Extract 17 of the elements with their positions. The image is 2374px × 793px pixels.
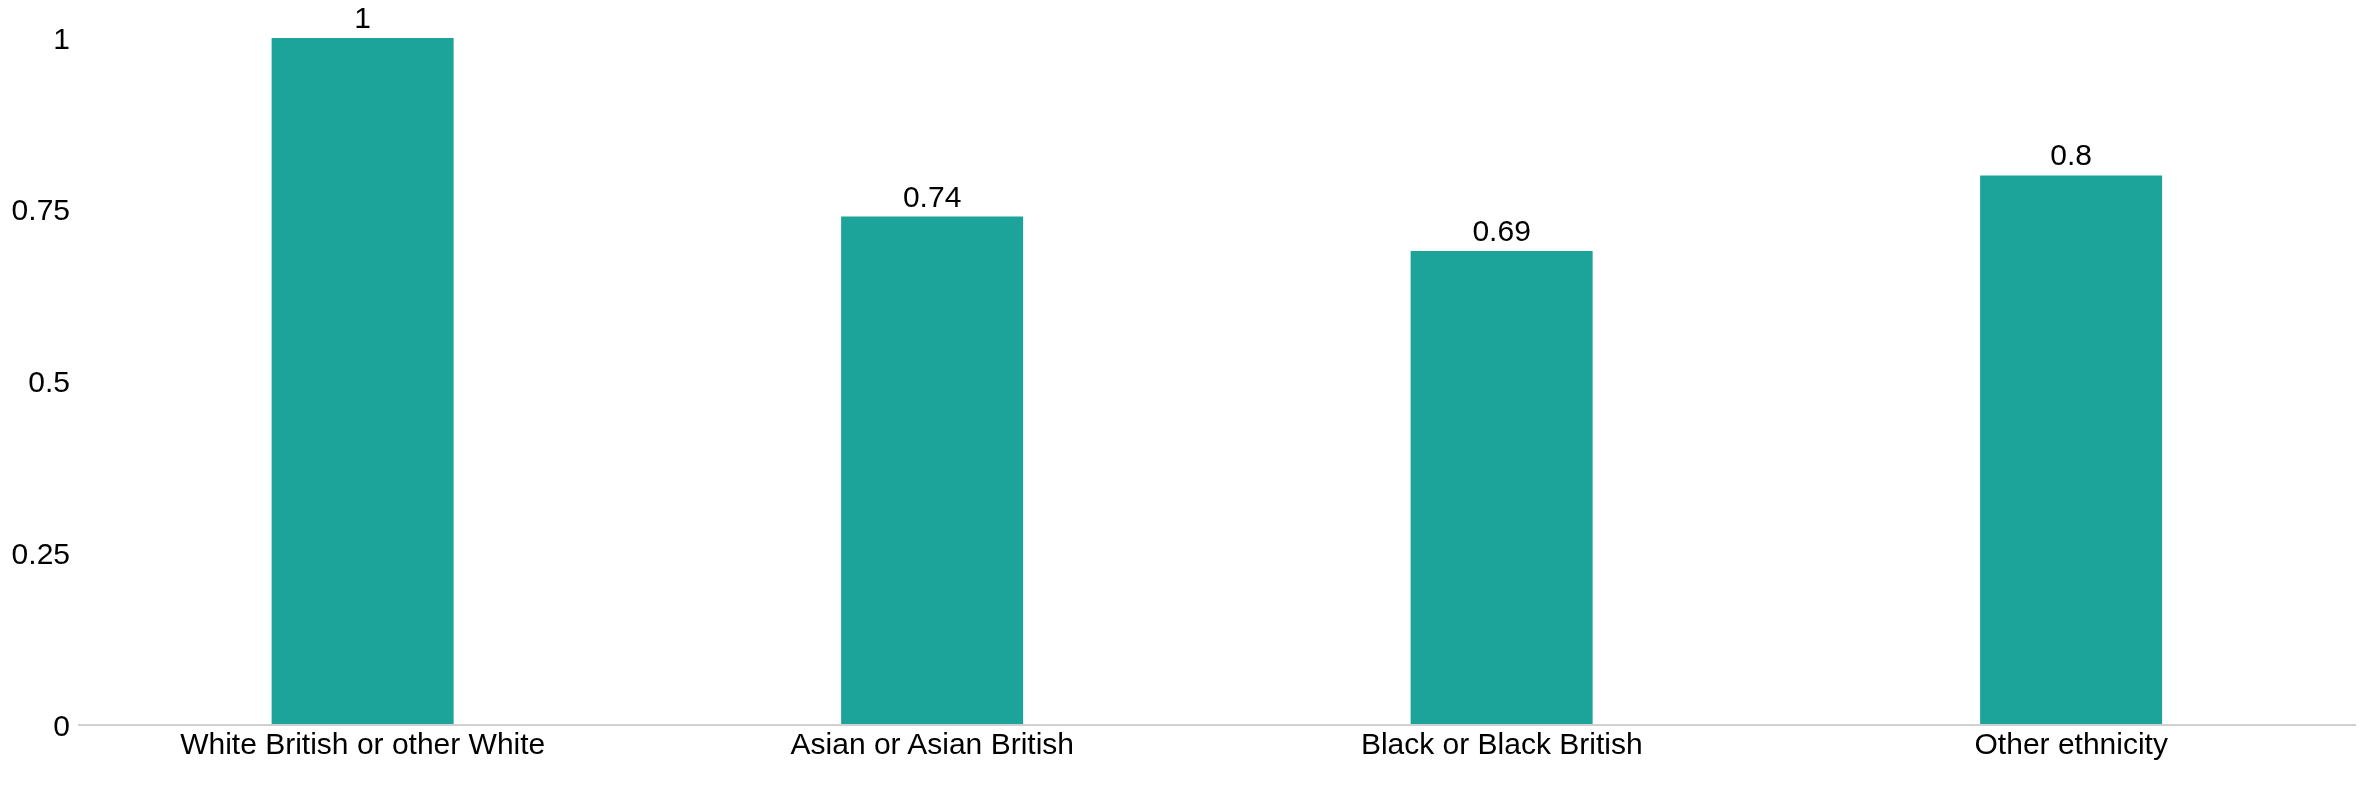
- bar: [841, 216, 1024, 725]
- bar: [1980, 175, 2163, 725]
- x-tick-label: Asian or Asian British: [790, 727, 1074, 761]
- x-tick-label: Black or Black British: [1360, 727, 1643, 761]
- data-label: 0.8: [2050, 138, 2092, 172]
- y-tick-label: 0.5: [28, 365, 70, 399]
- y-tick-label: 1: [53, 21, 70, 55]
- data-label: 1: [354, 1, 371, 34]
- bar: [271, 38, 454, 725]
- data-label: 0.74: [902, 179, 962, 213]
- x-tick-label: White British or other White: [180, 727, 546, 761]
- y-tick-label: 0: [53, 708, 70, 742]
- data-label: 0.69: [1472, 213, 1531, 247]
- bar: [1410, 250, 1593, 725]
- x-tick-label: Other ethnicity: [1974, 727, 2168, 761]
- y-tick-label: 0.75: [11, 193, 70, 227]
- y-tick-label: 0.25: [11, 536, 70, 570]
